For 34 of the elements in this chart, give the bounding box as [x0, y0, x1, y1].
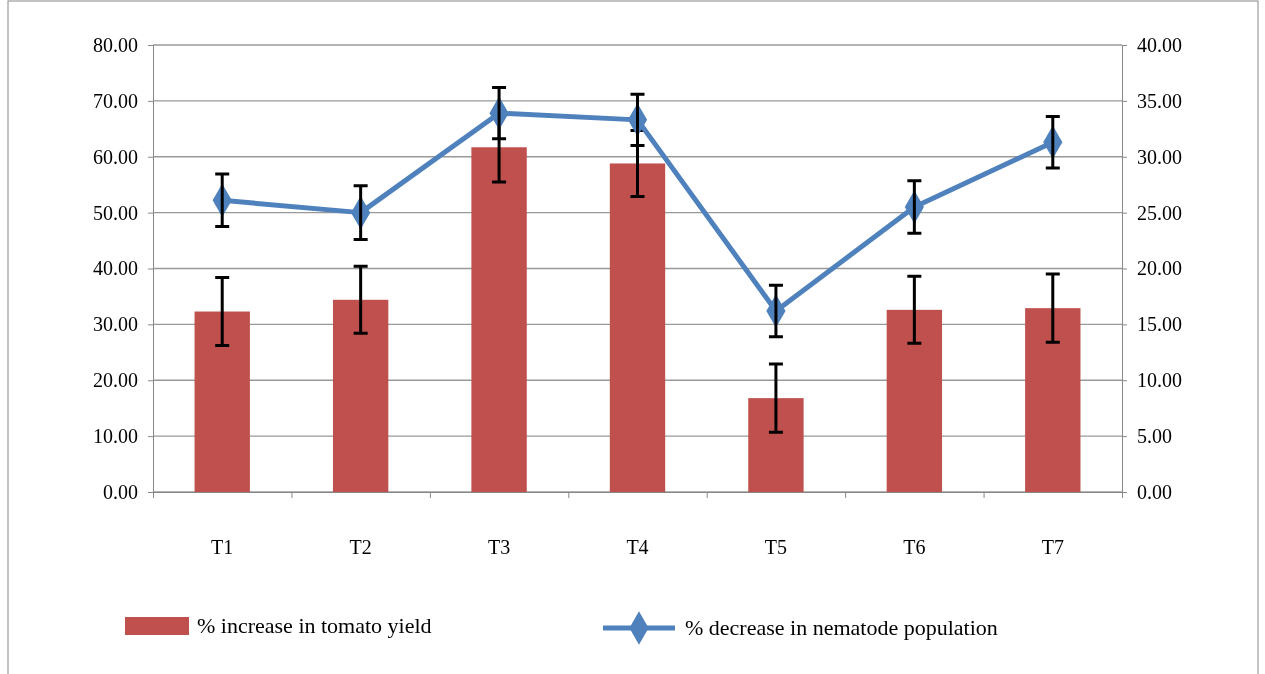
y-tick-label: 10.00 — [93, 425, 138, 448]
y2-tick-label: 30.00 — [1137, 145, 1182, 168]
y-tick-label: 70.00 — [93, 89, 138, 112]
y-tick-label: 40.00 — [93, 257, 138, 280]
bar — [748, 398, 804, 492]
y2-tick-label: 5.00 — [1137, 425, 1172, 448]
bar — [471, 147, 527, 492]
y-tick-label: 0.00 — [103, 480, 138, 503]
bar — [609, 163, 666, 492]
y2-tick-label: 25.00 — [1137, 201, 1182, 224]
bar — [886, 309, 943, 492]
bar — [1025, 308, 1081, 492]
y-tick-label: 80.00 — [93, 33, 138, 56]
y2-tick-label: 40.00 — [1137, 33, 1182, 56]
x-tick-label: T2 — [349, 536, 372, 559]
legend-label: % increase in tomato yield — [197, 613, 432, 638]
y2-tick-label: 10.00 — [1137, 369, 1182, 392]
y2-tick-label: 20.00 — [1137, 257, 1182, 280]
y-tick-label: 60.00 — [93, 145, 138, 168]
x-tick-label: T7 — [1041, 536, 1064, 559]
x-tick-label: T3 — [487, 536, 511, 559]
x-tick-label: T4 — [626, 536, 649, 559]
legend-label: % decrease in nematode population — [685, 615, 998, 640]
bar — [332, 299, 389, 492]
x-tick-label: T5 — [764, 536, 788, 559]
y-tick-label: 20.00 — [93, 369, 138, 392]
bar — [194, 311, 250, 492]
y-tick-label: 50.00 — [93, 201, 138, 224]
y2-tick-label: 0.00 — [1137, 480, 1172, 503]
y-tick-label: 30.00 — [93, 313, 138, 336]
x-tick-label: T6 — [903, 536, 926, 559]
y2-tick-label: 35.00 — [1137, 89, 1182, 112]
x-tick-label: T1 — [211, 536, 234, 559]
y2-tick-label: 15.00 — [1137, 313, 1182, 336]
